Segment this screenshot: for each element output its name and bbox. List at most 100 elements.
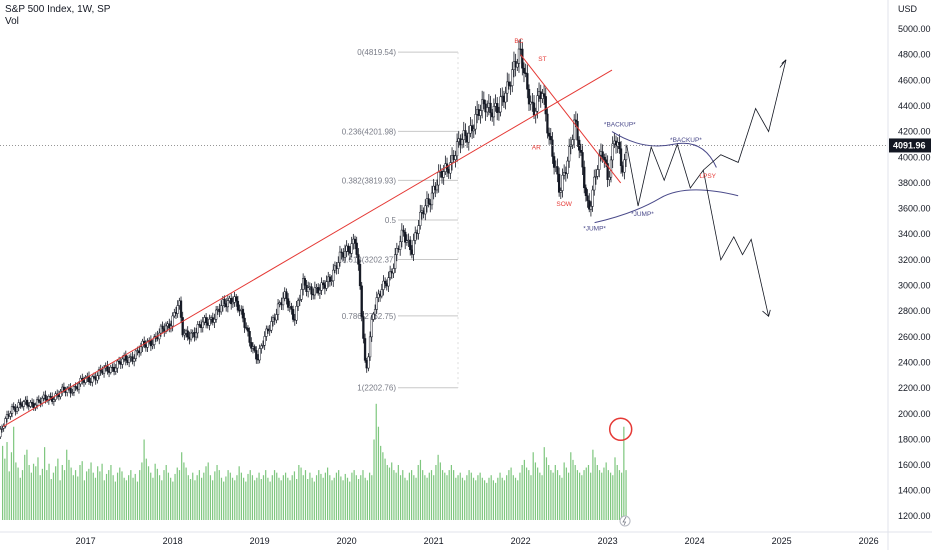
volume-bar <box>477 475 479 520</box>
volume-bar <box>311 477 313 520</box>
candle-body <box>389 271 392 279</box>
volume-bar <box>218 470 220 520</box>
candle-body <box>248 331 251 343</box>
annotation-label: BC <box>514 38 523 45</box>
annotation-label: ST <box>538 56 546 63</box>
candle-body <box>15 407 19 412</box>
candle-body <box>307 287 310 292</box>
candle-body <box>97 369 101 376</box>
candle-body <box>360 285 363 317</box>
candle-body <box>220 305 223 313</box>
volume-bar <box>384 458 386 520</box>
candle-body <box>474 114 477 130</box>
y-tick-label: 2000.00 <box>898 409 931 419</box>
candle-body <box>313 287 317 296</box>
volume-bar <box>548 465 550 520</box>
candle-body <box>153 336 156 345</box>
volume-bar <box>6 442 8 520</box>
volume-bar <box>13 426 15 520</box>
volume-bar <box>446 475 448 520</box>
volume-bar <box>552 472 554 520</box>
candle-body <box>596 169 599 177</box>
candle-body <box>231 302 235 305</box>
volume-bar <box>464 480 466 520</box>
y-tick-label: 4800.00 <box>898 50 931 60</box>
volume-bar <box>74 470 77 520</box>
volume-bar <box>353 470 355 520</box>
volume-bar <box>238 466 240 520</box>
candle-body <box>357 254 360 265</box>
volume-bar <box>590 472 592 520</box>
candle-body <box>609 159 613 178</box>
candle-body <box>328 276 332 282</box>
volume-bar <box>267 477 269 520</box>
volume-bar <box>415 477 417 520</box>
lightning-bolt-icon <box>622 516 627 526</box>
candle-body <box>17 402 20 408</box>
annotation-label: LPSY <box>699 173 716 180</box>
volume-bar <box>326 467 329 520</box>
candle-body <box>114 367 117 372</box>
volume-bar <box>468 470 470 520</box>
candle-body <box>281 297 285 306</box>
volume-bar <box>444 472 446 520</box>
candle-body <box>464 130 467 137</box>
candle-body <box>102 367 106 374</box>
volume-bar <box>35 466 37 520</box>
y-tick-label: 4600.00 <box>898 75 931 85</box>
candle-body <box>332 269 335 282</box>
volume-bar <box>108 470 110 520</box>
candle-body <box>270 321 273 331</box>
volume-bar <box>8 471 10 520</box>
candle-body <box>241 308 245 319</box>
volume-bar <box>545 457 548 520</box>
candle-body <box>368 336 372 358</box>
volume-bar <box>44 447 46 520</box>
candle-body <box>275 314 278 321</box>
volume-bar <box>422 470 424 520</box>
candle-body <box>372 313 375 320</box>
candle-body <box>383 280 387 284</box>
volume-bar <box>331 480 333 520</box>
volume-bar <box>614 457 616 520</box>
candle-body <box>128 357 131 363</box>
candle-body <box>208 318 211 326</box>
volume-bars <box>2 403 627 520</box>
candle-body <box>276 303 280 315</box>
volume-bar <box>10 452 13 520</box>
volume-bar <box>116 472 119 520</box>
candle-body <box>96 375 99 381</box>
candle-body <box>392 268 395 274</box>
volume-bar <box>324 472 326 520</box>
candle-body <box>0 429 2 438</box>
volume-bar <box>57 458 59 520</box>
volume-bar <box>194 480 196 520</box>
volume-bar <box>86 471 88 520</box>
volume-bar <box>289 480 291 520</box>
candle-body <box>134 350 137 359</box>
volume-bar <box>534 462 537 520</box>
volume-bar <box>525 467 528 520</box>
candle-body <box>531 101 534 104</box>
volume-bar <box>298 465 300 520</box>
volume-bar <box>2 445 4 520</box>
currency-label: USD <box>898 4 918 14</box>
fib-level-label: 0.786(2762.75) <box>342 312 397 321</box>
volume-bar <box>393 470 395 520</box>
volume-bar <box>300 467 302 520</box>
volume-bar <box>433 475 435 520</box>
candle-body <box>303 278 306 286</box>
x-tick-label: 2017 <box>76 536 96 546</box>
annotation-label: AR <box>532 145 541 152</box>
volume-bar <box>189 479 192 520</box>
volume-bar <box>371 475 373 520</box>
candle-body <box>467 132 470 143</box>
bearish-arrowhead <box>762 309 771 318</box>
volume-bar <box>612 475 614 520</box>
candle-body <box>516 63 519 68</box>
candle-body <box>186 330 189 338</box>
volume-bar <box>181 452 183 520</box>
y-tick-label: 2200.00 <box>898 383 931 393</box>
volume-bar <box>123 477 125 520</box>
chart-title: S&P 500 Index, 1W, SP <box>5 4 111 15</box>
